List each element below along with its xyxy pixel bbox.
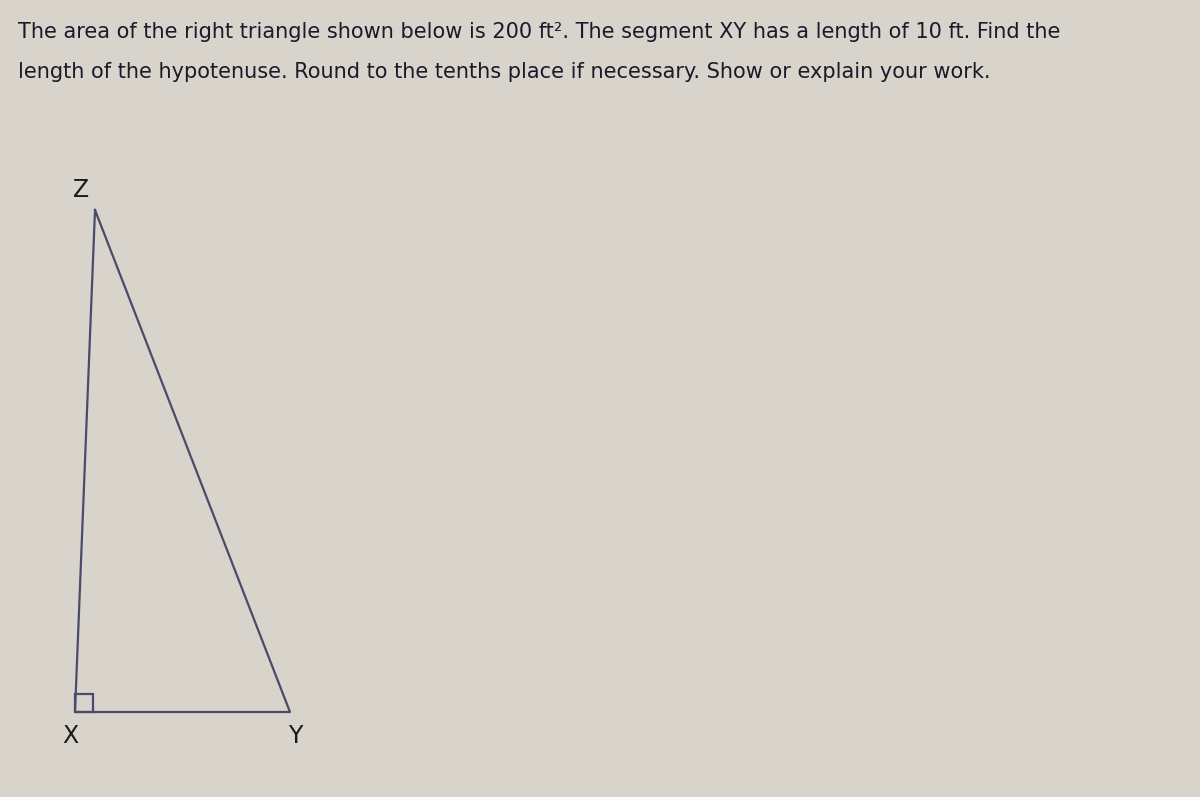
Text: length of the hypotenuse. Round to the tenths place if necessary. Show or explai: length of the hypotenuse. Round to the t… xyxy=(18,62,990,82)
Text: X: X xyxy=(62,724,78,748)
Bar xyxy=(74,694,94,712)
Text: Y: Y xyxy=(288,724,302,748)
Text: Z: Z xyxy=(73,178,89,202)
Text: The area of the right triangle shown below is 200 ft². The segment XY has a leng: The area of the right triangle shown bel… xyxy=(18,22,1061,42)
